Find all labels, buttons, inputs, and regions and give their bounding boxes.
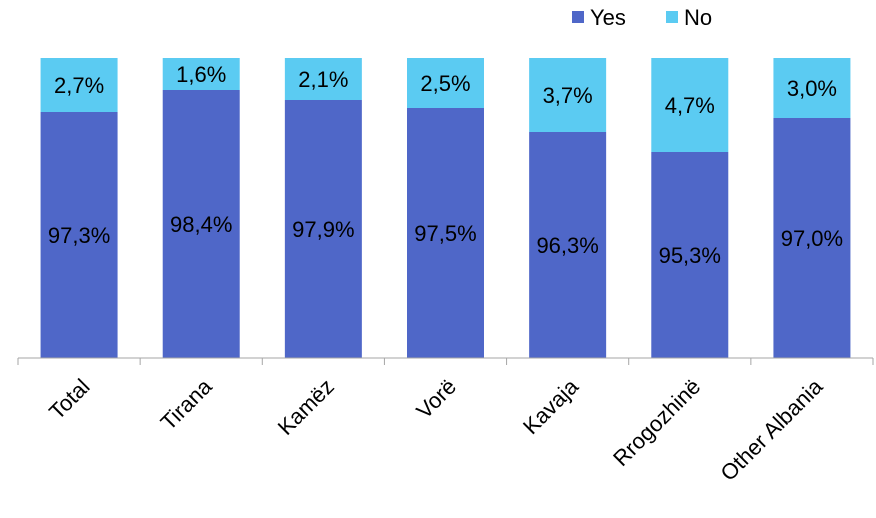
- data-label-no-kavaja: 3,7%: [543, 83, 593, 108]
- data-label-no-vore: 2,5%: [420, 71, 470, 96]
- bar-no-tirana: [162, 58, 240, 90]
- data-label-no-tirana: 1,6%: [176, 62, 226, 87]
- category-label-rrogozhine: Rrogozhinë: [608, 374, 705, 471]
- data-label-yes-vore: 97,5%: [414, 221, 476, 246]
- x-axis: [17, 357, 874, 365]
- bar-no-rrogozhine: [651, 58, 729, 152]
- bar-yes-tirana: [162, 90, 240, 358]
- data-label-yes-kavaja: 96,3%: [536, 233, 598, 258]
- data-label-no-total: 2,7%: [54, 73, 104, 98]
- bar-yes-total: [40, 112, 118, 358]
- bar-no-kavaja: [529, 58, 607, 132]
- bar-no-total: [40, 58, 118, 112]
- category-label-total: Total: [44, 374, 95, 425]
- data-label-yes-total: 97,3%: [48, 223, 110, 248]
- data-label-yes-other-albania: 97,0%: [781, 226, 843, 251]
- data-labels-layer: 97,3% 2,7% 98,4% 1,6% 97,9% 2,1% 97,5% 2,5% 96,3…: [48, 62, 843, 268]
- legend-label-no: No: [684, 5, 712, 30]
- bar-yes-kavaja: [529, 132, 607, 358]
- category-label-other-albania: Other Albania: [716, 373, 828, 485]
- bars-layer: [40, 58, 851, 358]
- data-label-yes-rrogozhine: 95,3%: [659, 243, 721, 268]
- data-label-no-other-albania: 3,0%: [787, 76, 837, 101]
- bar-no-vore: [407, 58, 484, 108]
- category-label-tirana: Tirana: [156, 373, 218, 435]
- category-label-kamez: Kamëz: [273, 374, 339, 440]
- legend-swatch-no: [666, 11, 678, 23]
- bar-yes-rrogozhine: [651, 152, 729, 358]
- legend: Yes No: [572, 5, 712, 30]
- bar-yes-kamez: [284, 100, 362, 358]
- legend-label-yes: Yes: [590, 5, 626, 30]
- category-labels-layer: Total Tirana Kamëz Vorë Kavaja Rrogozhinë Othe…: [44, 373, 828, 485]
- bar-yes-other-albania: [773, 118, 851, 358]
- data-label-no-kamez: 2,1%: [298, 67, 348, 92]
- data-label-yes-kamez: 97,9%: [292, 217, 354, 242]
- bar-no-kamez: [284, 58, 362, 100]
- category-label-kavaja: Kavaja: [518, 373, 584, 439]
- legend-swatch-yes: [572, 11, 584, 23]
- bar-no-other-albania: [773, 58, 851, 118]
- data-label-no-rrogozhine: 4,7%: [665, 93, 715, 118]
- bar-yes-vore: [407, 108, 484, 358]
- category-label-vore: Vorë: [411, 374, 461, 424]
- data-label-yes-tirana: 98,4%: [170, 212, 232, 237]
